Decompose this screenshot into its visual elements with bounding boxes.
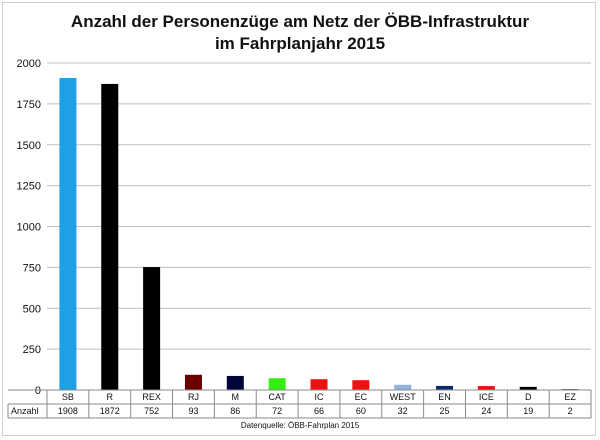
- y-axis-ticks: 0 250 500 750 1000 1250 1500 1750 2000: [17, 58, 41, 397]
- chart-title: Anzahl der Personenzüge am Netz der ÖBB-…: [71, 12, 530, 31]
- x-tick-label: ICE: [479, 392, 494, 402]
- x-tick-label: CAT: [268, 392, 286, 402]
- y-tick-label: 1750: [17, 99, 41, 111]
- data-label: 32: [398, 406, 408, 416]
- bar-ic: [310, 379, 328, 390]
- x-tick-label: R: [107, 392, 114, 402]
- y-tick-label: 0: [35, 385, 41, 397]
- bar-chart: Anzahl der Personenzüge am Netz der ÖBB-…: [7, 12, 592, 430]
- y-tick-label: 250: [23, 344, 41, 356]
- chart-subtitle: im Fahrplanjahr 2015: [215, 34, 385, 53]
- x-tick-label: M: [232, 392, 240, 402]
- x-tick-label: EZ: [564, 392, 576, 402]
- bars: [59, 78, 579, 391]
- source-note: Datenquelle: ÖBB-Fahrplan 2015: [241, 421, 360, 430]
- y-tick-label: 2000: [17, 58, 41, 70]
- bar-sb: [59, 78, 77, 391]
- data-label: 752: [144, 406, 159, 416]
- data-label: 66: [314, 406, 324, 416]
- x-tick-label: IC: [315, 392, 325, 402]
- data-label: 24: [481, 406, 491, 416]
- gridlines: [47, 62, 591, 391]
- x-tick-label: EN: [438, 392, 451, 402]
- data-table: Anzahl SB 1908 R 1872 REX 752 RJ 93 M 86 CAT 72 IC 66 E…: [7, 389, 592, 419]
- bar-rj: [184, 374, 202, 390]
- table-row-label: Anzahl: [11, 406, 39, 416]
- data-label: 72: [272, 406, 282, 416]
- bar-ec: [352, 380, 370, 390]
- data-label: 60: [356, 406, 366, 416]
- y-tick-label: 500: [23, 303, 41, 315]
- bar-ice: [477, 386, 495, 390]
- data-label: 1872: [100, 406, 120, 416]
- x-tick-label: REX: [142, 392, 161, 402]
- bar-rex: [143, 267, 161, 390]
- y-tick-label: 1000: [17, 222, 41, 234]
- y-tick-label: 750: [23, 262, 41, 274]
- data-label: 2: [568, 406, 573, 416]
- data-label: 19: [523, 406, 533, 416]
- x-tick-label: EC: [355, 392, 368, 402]
- data-label: 93: [188, 406, 198, 416]
- x-tick-label: D: [525, 392, 532, 402]
- x-tick-label: RJ: [188, 392, 199, 402]
- data-label: 86: [230, 406, 240, 416]
- y-tick-label: 1250: [17, 181, 41, 193]
- chart-frame: Anzahl der Personenzüge am Netz der ÖBB-…: [2, 2, 596, 436]
- bar-west: [394, 384, 412, 390]
- x-tick-label: SB: [62, 392, 74, 402]
- y-tick-label: 1500: [17, 140, 41, 152]
- bar-r: [101, 83, 119, 390]
- data-label: 1908: [58, 406, 78, 416]
- data-label: 25: [440, 406, 450, 416]
- bar-d: [519, 386, 537, 390]
- x-tick-label: WEST: [390, 392, 417, 402]
- bar-m: [226, 375, 244, 390]
- bar-en: [436, 385, 454, 390]
- bar-cat: [268, 378, 286, 390]
